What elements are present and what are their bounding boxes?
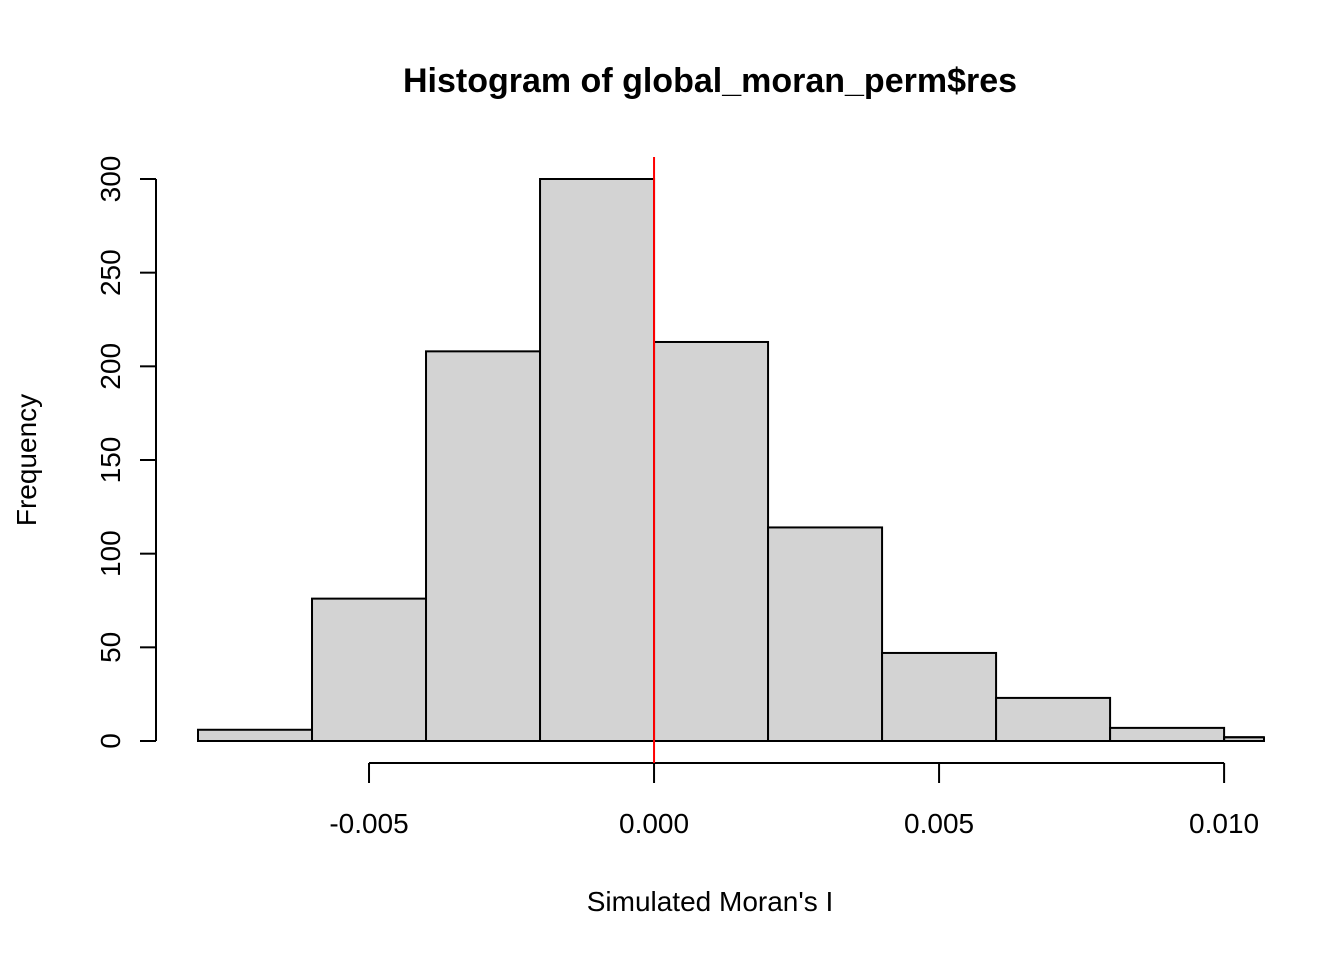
histogram-bar	[425, 350, 542, 742]
histogram-bar	[767, 526, 884, 742]
y-tick-label: 300	[95, 156, 126, 203]
y-tick-label: 200	[95, 343, 126, 390]
histogram-bar-outline	[1223, 736, 1264, 742]
histogram-bar	[653, 340, 770, 742]
histogram-bar	[539, 178, 656, 742]
x-tick-label: 0.005	[904, 808, 974, 839]
histogram-bar	[1109, 726, 1226, 742]
y-axis-label: Frequency	[11, 394, 42, 526]
histogram-bar	[881, 651, 998, 742]
chart-title: Histogram of global_moran_perm$res	[403, 62, 1017, 100]
x-axis: -0.005 0.000 0.005 0.010	[329, 762, 1259, 839]
x-axis-label: Simulated Moran's I	[587, 886, 834, 917]
y-tick-label: 150	[95, 437, 126, 484]
bars-group	[197, 178, 1266, 743]
x-tick-label: -0.005	[329, 808, 408, 839]
histogram-bar	[197, 728, 314, 743]
histogram-bar	[995, 696, 1112, 742]
x-tick-label: 0.000	[619, 808, 689, 839]
y-tick-label: 50	[95, 632, 126, 663]
y-tick-label: 100	[95, 530, 126, 577]
x-tick-label: 0.010	[1189, 808, 1259, 839]
histogram-bar	[311, 597, 428, 742]
y-tick-label: 250	[95, 249, 126, 296]
y-tick-label: 0	[95, 733, 126, 749]
y-axis: 0 50 100 150 200 250 300	[95, 156, 157, 749]
